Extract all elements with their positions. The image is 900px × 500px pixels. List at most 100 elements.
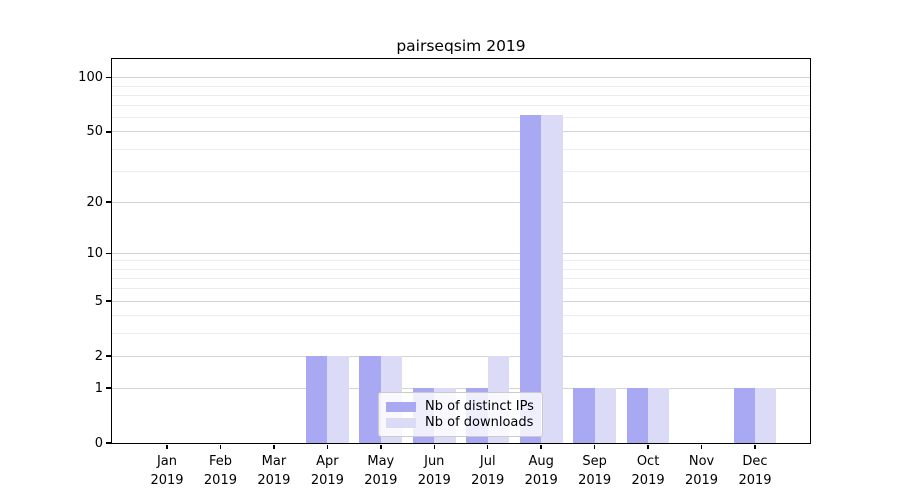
gridline-minor-4: [112, 315, 810, 317]
y-tick-label-20: 20: [86, 194, 103, 210]
gridline-minor-8: [112, 268, 810, 270]
gridline-minor-3: [112, 332, 810, 334]
x-tick-mark-jan: [166, 444, 168, 449]
bar-apr-nb-of-downloads: [327, 356, 349, 443]
bar-may-nb-of-distinct-ips: [359, 356, 381, 443]
y-tick-mark-100: [105, 77, 111, 79]
legend-item-nb-of-distinct-ips: Nb of distinct IPs: [386, 399, 534, 414]
x-tick-label-oct: Oct 2019: [612, 452, 684, 490]
gridline-major-2: [112, 355, 810, 357]
y-tick-label-2: 2: [94, 348, 103, 364]
x-tick-month: Oct: [636, 454, 660, 469]
y-tick-mark-20: [105, 201, 111, 203]
bar-apr-nb-of-distinct-ips: [305, 356, 328, 443]
x-tick-label-may: May 2019: [345, 452, 417, 490]
gridline-minor-60: [112, 117, 810, 119]
x-tick-mark-nov: [700, 444, 703, 449]
x-tick-year: 2019: [738, 473, 772, 488]
y-tick-mark-5: [105, 300, 111, 302]
gridline-major-1: [112, 387, 810, 389]
x-tick-label-apr: Apr 2019: [291, 452, 363, 490]
x-tick-month: Jul: [479, 454, 496, 469]
gridline-minor-90: [112, 85, 810, 87]
y-tick-label-0: 0: [94, 435, 103, 451]
gridline-major-50: [112, 131, 810, 133]
y-tick-label-1: 1: [94, 380, 103, 396]
legend-label: Nb of distinct IPs: [425, 399, 534, 414]
gridline-major-10: [112, 252, 810, 254]
x-tick-month: Mar: [261, 454, 287, 469]
x-tick-mark-jun: [433, 444, 435, 449]
y-tick-mark-2: [105, 355, 111, 357]
gridline-minor-40: [112, 148, 810, 150]
bar-oct-nb-of-distinct-ips: [626, 388, 649, 443]
gridline-major-5: [112, 300, 810, 302]
x-tick-month: Jun: [424, 454, 445, 469]
y-tick-mark-10: [105, 252, 111, 254]
bar-dec-nb-of-distinct-ips: [733, 388, 755, 443]
x-tick-label-feb: Feb 2019: [184, 452, 256, 490]
bar-aug-nb-of-downloads: [541, 115, 563, 443]
y-tick-mark-1: [105, 387, 111, 389]
x-tick-mark-dec: [754, 444, 756, 449]
y-tick-label-100: 100: [78, 70, 103, 86]
chart-title: pairseqsim 2019: [396, 37, 526, 55]
gridline-minor-30: [112, 170, 810, 172]
x-tick-year: 2019: [203, 473, 237, 488]
y-tick-label-50: 50: [86, 124, 103, 140]
x-tick-label-jun: Jun 2019: [398, 452, 470, 490]
legend-swatch: [386, 417, 416, 428]
gridline-minor-6: [112, 288, 810, 290]
legend-label: Nb of downloads: [425, 415, 534, 430]
x-tick-month: Aug: [528, 454, 554, 469]
x-tick-year: 2019: [417, 473, 451, 488]
y-tick-label-10: 10: [86, 245, 103, 261]
y-tick-mark-50: [105, 131, 111, 133]
x-tick-month: Dec: [742, 454, 768, 469]
x-tick-label-sep: Sep 2019: [559, 452, 631, 490]
bar-oct-nb-of-downloads: [648, 388, 670, 443]
x-tick-year: 2019: [257, 473, 291, 488]
x-tick-year: 2019: [524, 473, 558, 488]
x-tick-year: 2019: [310, 473, 344, 488]
x-tick-mark-may: [380, 444, 382, 449]
x-tick-year: 2019: [684, 473, 719, 488]
x-tick-year: 2019: [471, 473, 505, 488]
x-tick-label-mar: Mar 2019: [238, 452, 310, 490]
bar-sep-nb-of-downloads: [594, 388, 617, 443]
gridline-major-20: [112, 201, 810, 203]
x-tick-mark-oct: [647, 444, 649, 449]
gridline-minor-80: [112, 94, 810, 96]
bar-sep-nb-of-distinct-ips: [573, 388, 595, 443]
x-tick-mark-mar: [273, 444, 275, 449]
x-tick-mark-jul: [487, 444, 489, 449]
x-tick-month: Feb: [208, 454, 232, 469]
gridline-major-100: [112, 77, 810, 79]
x-tick-label-jan: Jan 2019: [131, 452, 203, 490]
x-tick-mark-apr: [326, 444, 329, 449]
x-tick-label-aug: Aug 2019: [505, 452, 577, 490]
x-tick-month: Jan: [156, 454, 178, 469]
x-tick-mark-aug: [540, 444, 542, 449]
gridline-minor-9: [112, 260, 810, 262]
gridline-minor-70: [112, 105, 810, 107]
x-tick-year: 2019: [631, 473, 665, 488]
y-tick-label-5: 5: [94, 293, 103, 309]
x-tick-year: 2019: [150, 473, 184, 488]
bar-dec-nb-of-downloads: [755, 388, 777, 443]
x-tick-mark-feb: [219, 444, 222, 449]
gridline-minor-7: [112, 277, 810, 279]
x-tick-label-dec: Dec 2019: [719, 452, 791, 490]
x-tick-month: Nov: [688, 454, 715, 469]
x-tick-month: Sep: [582, 454, 607, 469]
bar-aug-nb-of-distinct-ips: [519, 115, 542, 443]
legend-swatch: [386, 401, 416, 412]
legend-item-nb-of-downloads: Nb of downloads: [386, 415, 534, 430]
x-tick-mark-sep: [593, 444, 596, 449]
plot-area: [112, 59, 810, 443]
x-tick-month: Apr: [316, 454, 339, 469]
x-tick-year: 2019: [364, 473, 398, 488]
legend: Nb of distinct IPs Nb of downloads: [378, 392, 543, 437]
x-tick-month: May: [367, 454, 395, 469]
